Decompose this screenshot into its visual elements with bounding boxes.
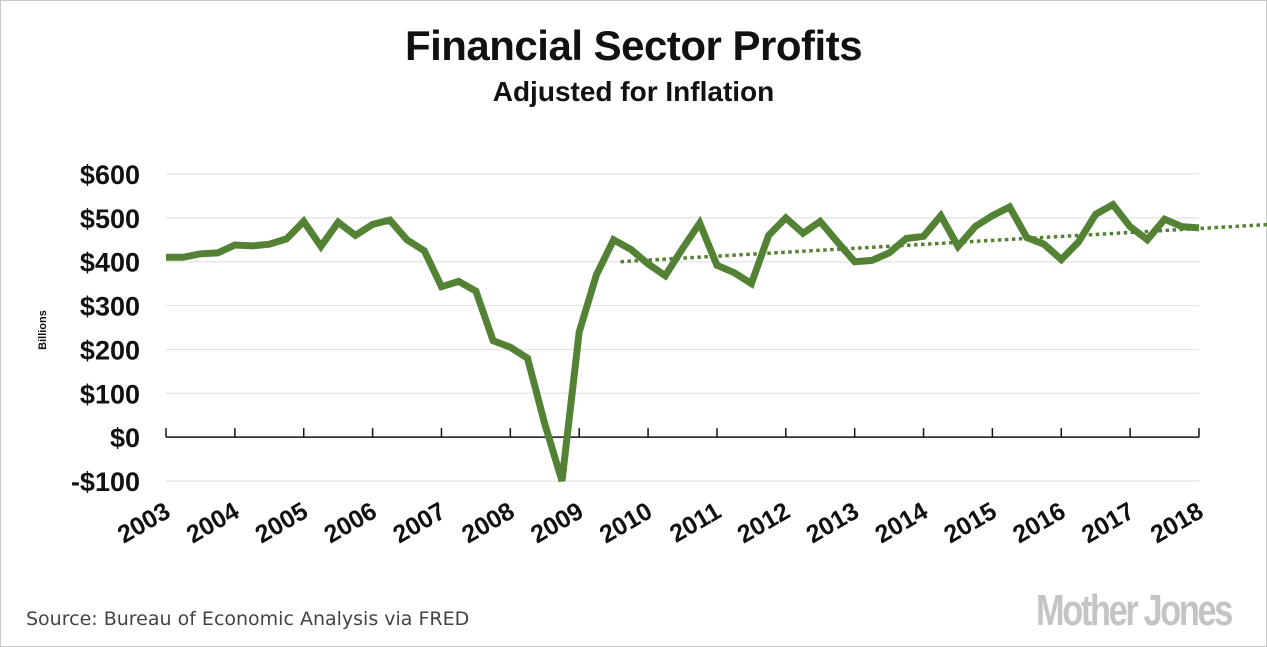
x-tick-label: 2011 [665, 497, 726, 548]
y-tick-label: $100 [80, 379, 140, 409]
x-tick-label: 2007 [388, 497, 450, 549]
x-tick-label: 2012 [733, 497, 795, 549]
y-tick-label: -$100 [71, 467, 140, 497]
source-note: Source: Bureau of Economic Analysis via … [26, 608, 470, 630]
profits-line [166, 200, 1200, 483]
x-tick-label: 2006 [319, 497, 381, 549]
y-tick-label: $300 [80, 292, 140, 322]
y-tick-label: $0 [110, 423, 140, 453]
y-axis-ticks: $600 $500 $400 $300 $200 $100 $0 -$100 [71, 160, 140, 497]
chart-subtitle: Adjusted for Inflation [492, 76, 775, 107]
y-tick-label: $600 [80, 160, 140, 190]
x-tick-label: 2010 [595, 497, 657, 549]
x-tick-label: 2008 [457, 497, 519, 549]
x-tick-label: 2015 [939, 497, 1001, 549]
x-tick-label: 2005 [251, 497, 313, 549]
x-tick-label: 2016 [1008, 497, 1070, 549]
x-tick-label: 2003 [113, 497, 175, 549]
gridlines [166, 173, 1199, 482]
x-tick-label: 2004 [182, 497, 244, 549]
publisher-logo: Mother Jones [1035, 586, 1233, 635]
x-tick-label: 2013 [801, 497, 863, 549]
y-tick-label: $400 [80, 248, 140, 278]
y-tick-label: $200 [80, 335, 140, 365]
x-tick-label: 2014 [870, 497, 932, 549]
x-tick-label: 2009 [526, 497, 588, 549]
x-tick-label: 2017 [1077, 497, 1139, 549]
x-tick-label: 2018 [1146, 497, 1208, 549]
x-axis-ticks: 2003 2004 2005 2006 2007 2008 2009 2010 2011 2012… [113, 497, 1208, 549]
x-axis [165, 428, 1200, 438]
y-axis-label: Billions [37, 310, 49, 350]
y-tick-label: $500 [80, 204, 140, 234]
series-layer [166, 200, 1267, 483]
chart-title: Financial Sector Profits [404, 22, 863, 69]
trend-line [620, 222, 1267, 264]
